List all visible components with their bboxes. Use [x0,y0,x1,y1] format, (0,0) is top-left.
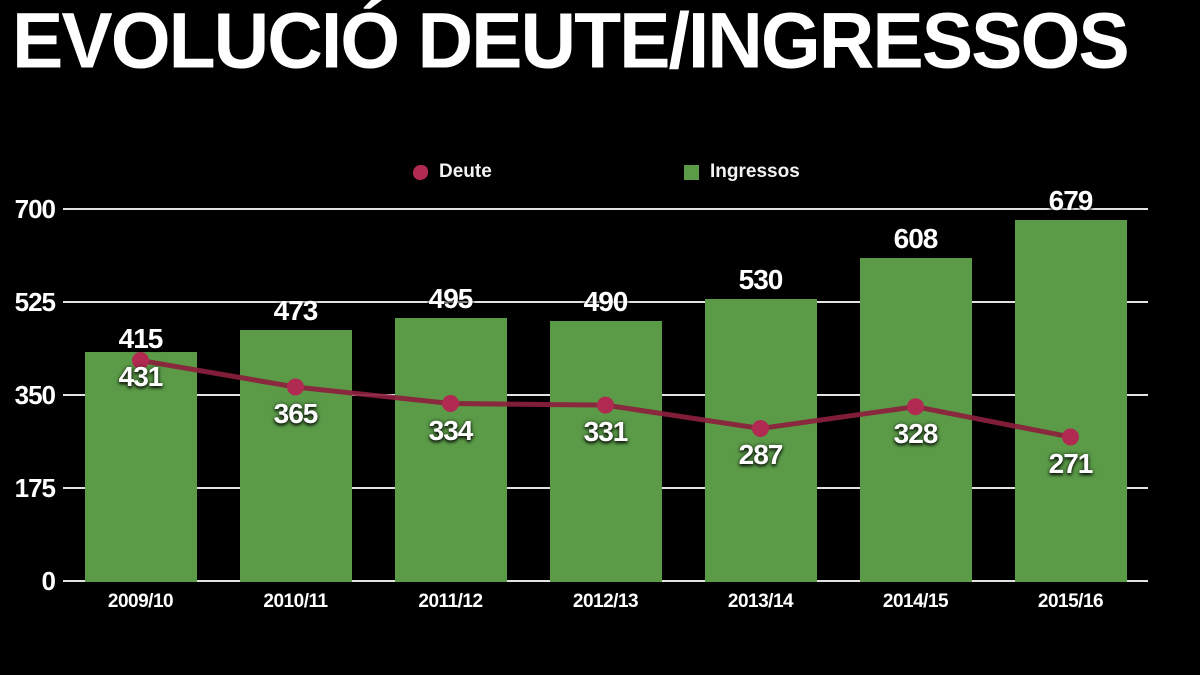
legend-label-deute: Deute [439,161,492,182]
x-axis-label-2014/15: 2014/15 [882,591,949,612]
legend-label-ingressos: Ingressos [710,161,800,182]
ingressos-value-2010/11: 473 [273,294,319,326]
page-title: EVOLUCIÓ DEUTE/INGRESSOS [12,0,1130,85]
bar-2011/12 [394,317,507,582]
deute-value-2015/16: 271 [1048,447,1094,479]
ingressos-value-2011/12: 495 [428,282,474,314]
deute-value-2013/14: 287 [738,439,784,471]
bar-2012/13 [549,320,662,582]
y-axis-tick-0: 0 [41,566,56,596]
legend-item-deute: Deute [413,158,492,186]
y-axis-tick-350: 350 [14,380,56,410]
gridline-700 [63,208,1148,210]
gridline-525 [63,301,1148,303]
x-axis-label-2010/11: 2010/11 [263,591,328,612]
deute-dot-icon [413,164,428,180]
ingressos-value-2014/15: 608 [893,222,939,254]
x-axis-label-2009/10: 2009/10 [107,591,174,612]
x-axis-label-2015/16: 2015/16 [1037,591,1104,612]
bar-2013/14 [704,299,817,582]
y-axis-tick-700: 700 [14,194,56,224]
ingressos-square-icon [684,164,699,180]
ingressos-value-2015/16: 679 [1048,185,1094,217]
y-axis-tick-175: 175 [14,473,56,503]
deute-value-2011/12: 334 [428,414,474,446]
deute-value-2012/13: 331 [583,416,629,448]
ingressos-value-2013/14: 530 [738,264,784,296]
ingressos-value-2009/10: 431 [118,360,164,392]
y-axis-tick-525: 525 [14,287,56,317]
legend-item-ingressos: Ingressos [684,158,800,186]
deute-value-2009/10: 415 [118,323,164,355]
bar-2010/11 [239,329,352,582]
x-axis-label-2013/14: 2013/14 [727,591,794,612]
x-axis-label-2012/13: 2012/13 [572,591,639,612]
ingressos-value-2012/13: 490 [583,285,629,317]
x-axis-label-2011/12: 2011/12 [418,591,483,612]
deute-value-2010/11: 365 [273,398,319,430]
bar-2015/16 [1014,220,1127,582]
deute-value-2014/15: 328 [893,417,939,449]
